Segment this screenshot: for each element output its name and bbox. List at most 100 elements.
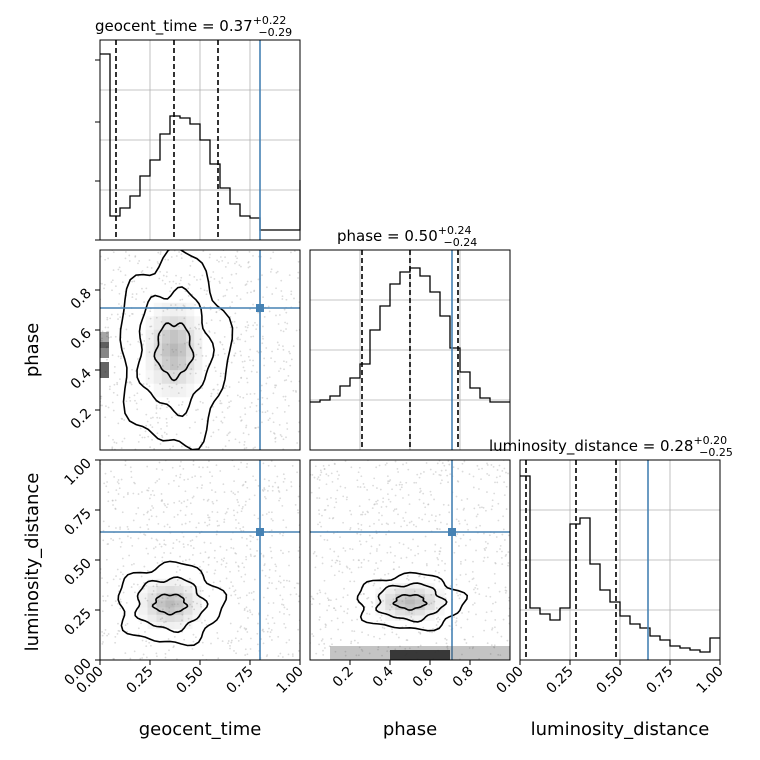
sample-point bbox=[325, 483, 328, 486]
sample-point bbox=[172, 547, 174, 550]
sample-point bbox=[134, 255, 137, 257]
sample-point bbox=[151, 593, 154, 596]
density-cell bbox=[375, 588, 386, 594]
sample-point bbox=[222, 295, 225, 298]
sample-point bbox=[192, 600, 195, 603]
sample-point bbox=[167, 258, 170, 261]
sample-point bbox=[434, 519, 437, 522]
sample-point bbox=[229, 326, 232, 329]
sample-point bbox=[285, 489, 288, 492]
sample-point bbox=[375, 466, 378, 469]
sample-point bbox=[322, 464, 325, 467]
sample-point bbox=[276, 270, 279, 273]
sample-point bbox=[183, 342, 186, 345]
sample-point bbox=[158, 543, 161, 546]
sample-point bbox=[481, 467, 483, 470]
density-cell bbox=[178, 329, 187, 344]
sample-point bbox=[486, 464, 489, 466]
sample-point bbox=[108, 388, 111, 391]
sample-point bbox=[148, 518, 151, 521]
sample-point bbox=[283, 622, 286, 625]
sample-point bbox=[397, 471, 400, 473]
sample-point bbox=[107, 543, 110, 545]
sample-point bbox=[122, 565, 125, 568]
sample-point bbox=[457, 594, 460, 597]
sample-point bbox=[267, 464, 270, 467]
sample-point bbox=[381, 654, 383, 657]
xlabel-luminosity-distance: luminosity_distance bbox=[531, 719, 710, 740]
sample-point bbox=[207, 556, 210, 559]
sample-point bbox=[331, 559, 334, 562]
sample-point bbox=[434, 543, 437, 546]
sample-point bbox=[170, 304, 172, 307]
sample-point bbox=[399, 488, 402, 491]
sample-point bbox=[326, 597, 329, 600]
sample-point bbox=[507, 614, 510, 617]
sample-point bbox=[206, 466, 209, 469]
sample-point bbox=[253, 494, 256, 497]
edge-density bbox=[100, 362, 109, 378]
density-cell bbox=[147, 586, 157, 594]
sample-point bbox=[193, 563, 196, 566]
sample-point bbox=[411, 618, 414, 621]
sample-point bbox=[262, 630, 265, 633]
sample-point bbox=[115, 442, 118, 444]
sample-point bbox=[365, 540, 368, 543]
sample-point bbox=[472, 588, 475, 591]
sample-point bbox=[180, 502, 183, 504]
sample-point bbox=[494, 582, 497, 585]
sample-point bbox=[425, 462, 428, 464]
sample-point bbox=[374, 569, 376, 571]
sample-point bbox=[164, 504, 167, 507]
sample-point bbox=[169, 447, 172, 450]
sample-point bbox=[142, 383, 145, 385]
sample-point bbox=[438, 474, 441, 476]
sample-point bbox=[427, 503, 430, 506]
sample-point bbox=[107, 336, 110, 339]
sample-point bbox=[145, 640, 148, 643]
sample-point bbox=[112, 409, 115, 412]
sample-point bbox=[113, 476, 116, 478]
sample-point bbox=[186, 499, 189, 501]
sample-point bbox=[141, 657, 144, 659]
sample-point bbox=[116, 394, 119, 397]
sample-point bbox=[161, 560, 164, 563]
sample-point bbox=[472, 603, 474, 606]
sample-point bbox=[401, 483, 403, 486]
sample-point bbox=[163, 525, 166, 528]
sample-point bbox=[227, 642, 229, 645]
sample-point bbox=[227, 507, 229, 510]
sample-point bbox=[357, 471, 360, 474]
sample-point bbox=[464, 519, 467, 522]
sample-point bbox=[133, 280, 136, 283]
sample-point bbox=[179, 350, 182, 353]
sample-point bbox=[119, 545, 122, 548]
sample-point bbox=[234, 312, 237, 315]
sample-point bbox=[181, 619, 183, 622]
sample-point bbox=[448, 624, 451, 627]
sample-point bbox=[403, 520, 406, 522]
sample-point bbox=[280, 290, 283, 292]
sample-point bbox=[344, 486, 347, 489]
sample-point bbox=[330, 619, 333, 622]
sample-point bbox=[490, 644, 493, 646]
sample-point bbox=[145, 656, 148, 659]
sample-point bbox=[156, 416, 159, 419]
sample-point bbox=[265, 513, 268, 515]
sample-point bbox=[188, 274, 191, 276]
sample-point bbox=[101, 330, 104, 333]
sample-point bbox=[201, 354, 204, 357]
density-cell bbox=[183, 614, 193, 622]
panel-frame bbox=[309, 459, 511, 661]
sample-point bbox=[219, 256, 222, 258]
sample-point bbox=[184, 522, 187, 525]
sample-point bbox=[103, 287, 105, 290]
sample-point bbox=[138, 373, 141, 376]
sample-point bbox=[404, 511, 407, 514]
sample-point bbox=[110, 470, 112, 473]
sample-point bbox=[313, 551, 316, 553]
sample-point bbox=[270, 556, 273, 559]
sample-point bbox=[310, 491, 313, 494]
sample-point bbox=[247, 433, 250, 436]
sample-point bbox=[275, 384, 278, 387]
